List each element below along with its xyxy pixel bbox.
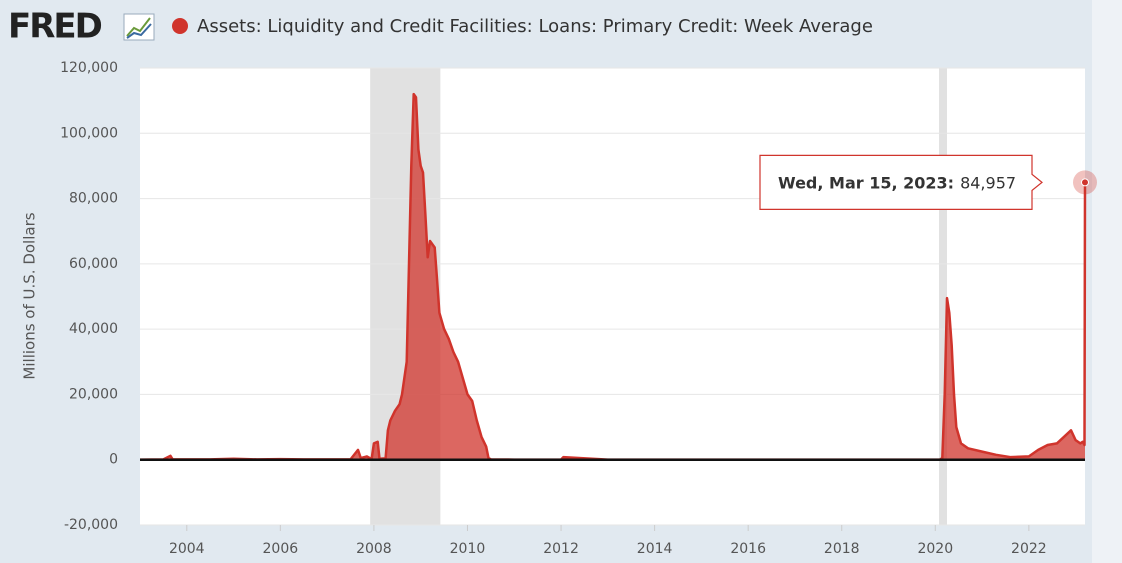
- y-tick-label: 60,000: [69, 256, 118, 272]
- x-tick-label: 2012: [543, 541, 579, 557]
- x-tick-label: 2018: [824, 541, 860, 557]
- y-axis-label: Millions of U.S. Dollars: [21, 212, 39, 379]
- y-tick-label: -20,000: [64, 517, 118, 533]
- scrollbar-area: [1092, 0, 1122, 563]
- y-tick-label: 0: [109, 452, 118, 468]
- y-tick-label: 40,000: [69, 321, 118, 337]
- logo-icon: [123, 13, 155, 41]
- x-tick-label: 2022: [1011, 541, 1047, 557]
- y-tick-label: 80,000: [69, 191, 118, 207]
- y-tick-label: 120,000: [60, 60, 118, 76]
- tooltip-point: [1081, 178, 1089, 187]
- tooltip-value: 84,957: [960, 173, 1016, 192]
- plot-layer: -20,000 0 20,000 40,000 60,000 80,000 100,000 1…: [60, 60, 1097, 557]
- legend-label: Assets: Liquidity and Credit Facilities:…: [197, 16, 873, 37]
- x-tick-label: 2016: [730, 541, 766, 557]
- tooltip-box: [759, 154, 1043, 210]
- x-tick-label: 2004: [169, 541, 205, 557]
- y-tick-label: 20,000: [69, 386, 118, 402]
- x-tick-label: 2014: [637, 541, 673, 557]
- tooltip-text: Wed, Mar 15, 2023: 84,957: [778, 173, 1016, 192]
- recession-band: [939, 68, 947, 525]
- tooltip-date: Wed, Mar 15, 2023:: [778, 173, 954, 192]
- y-tick-label: 100,000: [60, 125, 118, 141]
- legend-swatch: [172, 18, 188, 34]
- logo: FRED: [8, 7, 102, 47]
- x-tick-label: 2008: [356, 541, 392, 557]
- x-tick-label: 2020: [917, 541, 953, 557]
- plot-area: [140, 68, 1085, 525]
- x-tick-label: 2010: [450, 541, 486, 557]
- x-tick-label: 2006: [263, 541, 299, 557]
